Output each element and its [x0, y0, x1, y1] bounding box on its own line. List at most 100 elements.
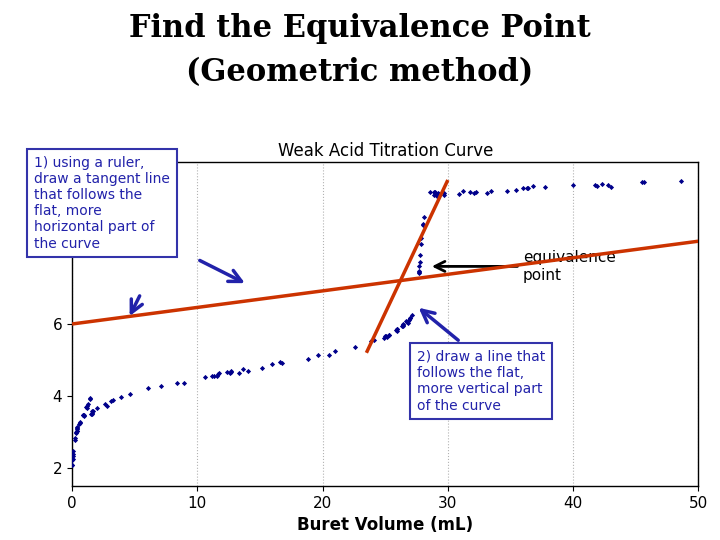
Point [414, 258, 426, 266]
Point [221, 368, 233, 376]
Point [402, 317, 414, 326]
Point [405, 314, 416, 322]
Point [365, 336, 377, 345]
Point [602, 181, 613, 190]
Point [433, 190, 444, 198]
Point [591, 182, 603, 191]
Point [302, 354, 314, 363]
Point [256, 363, 268, 372]
Point [431, 191, 443, 200]
Point [242, 367, 253, 375]
Point [433, 190, 445, 198]
Point [428, 188, 440, 197]
Point [501, 187, 513, 195]
Point [71, 427, 83, 435]
Point [69, 436, 81, 444]
Point [517, 184, 528, 192]
Point [209, 372, 220, 380]
Point [413, 267, 425, 276]
Point [433, 190, 444, 199]
Point [539, 183, 551, 191]
Point [438, 189, 450, 198]
Point [88, 407, 99, 415]
Point [418, 212, 430, 221]
Point [438, 191, 449, 200]
Point [85, 394, 96, 402]
Point [429, 188, 441, 197]
Point [143, 383, 154, 392]
Point [81, 404, 92, 413]
Point [84, 394, 95, 403]
Point [71, 428, 82, 437]
Point [597, 180, 608, 188]
Point [77, 411, 89, 420]
Point [225, 367, 237, 376]
Point [567, 180, 579, 189]
Point [390, 326, 402, 334]
Point [379, 331, 391, 340]
Point [521, 184, 533, 193]
Point [66, 455, 78, 464]
Text: (Geometric method): (Geometric method) [186, 57, 534, 87]
Point [68, 447, 79, 455]
Point [482, 188, 493, 197]
Text: Find the Equivalence Point: Find the Equivalence Point [129, 14, 591, 44]
Point [527, 181, 539, 190]
Point [178, 379, 189, 387]
Point [207, 372, 218, 380]
Point [71, 424, 83, 433]
Point [67, 452, 78, 461]
Point [396, 322, 408, 331]
Point [86, 409, 97, 418]
Point [464, 187, 475, 196]
Point [78, 410, 89, 419]
Point [214, 369, 225, 377]
Point [457, 187, 469, 195]
Point [636, 177, 647, 186]
Point [397, 319, 409, 328]
Point [155, 382, 166, 390]
Point [86, 409, 98, 418]
Point [225, 367, 236, 375]
Point [105, 396, 117, 405]
Point [71, 425, 82, 434]
Point [391, 326, 402, 335]
Point [589, 181, 600, 190]
Point [67, 455, 78, 463]
Point [81, 403, 92, 411]
X-axis label: Buret Volume (mL): Buret Volume (mL) [297, 516, 473, 534]
Point [312, 351, 324, 360]
Point [401, 318, 413, 326]
Point [417, 221, 428, 230]
Point [323, 351, 334, 360]
Point [78, 411, 89, 420]
Point [86, 409, 98, 417]
Point [381, 332, 392, 341]
Point [468, 188, 480, 197]
Point [430, 190, 441, 199]
Point [413, 261, 425, 270]
Point [405, 314, 416, 322]
Point [82, 399, 94, 408]
Point [397, 321, 409, 330]
Point [66, 460, 78, 469]
Point [91, 404, 102, 413]
Text: 1) using a ruler,
draw a tangent line
that follows the
flat, more
horizontal par: 1) using a ruler, draw a tangent line th… [35, 156, 171, 251]
Point [384, 330, 395, 339]
Point [675, 177, 686, 185]
Point [428, 191, 439, 199]
Point [378, 333, 390, 342]
Point [99, 400, 111, 408]
Point [453, 190, 464, 198]
Point [401, 317, 413, 326]
Point [68, 449, 79, 458]
Point [78, 411, 89, 420]
Point [212, 370, 224, 379]
Point [66, 461, 78, 470]
Point [425, 188, 436, 197]
Point [276, 359, 288, 368]
Point [238, 365, 249, 374]
Point [70, 429, 81, 437]
Point [74, 418, 86, 427]
Text: equivalence
point: equivalence point [435, 250, 616, 282]
